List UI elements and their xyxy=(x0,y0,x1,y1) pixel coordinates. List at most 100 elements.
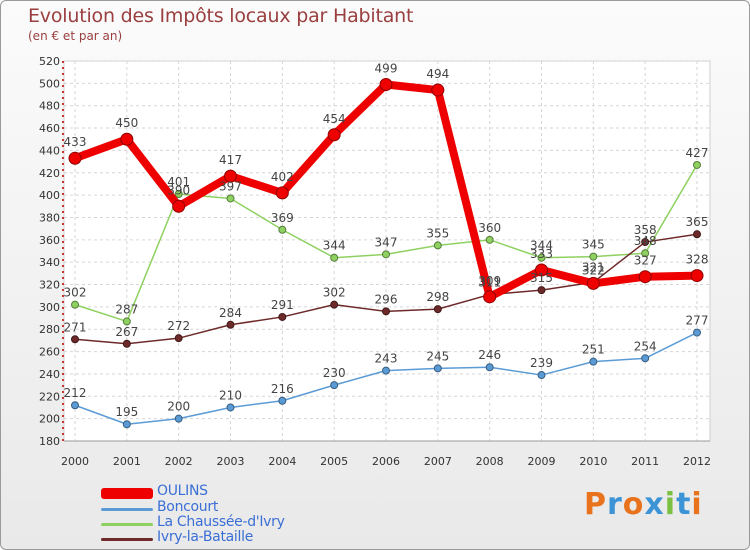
data-label-la-chauss-e-d-ivry: 347 xyxy=(375,235,398,249)
data-label-ivry-la-bataille: 284 xyxy=(219,306,242,320)
data-point-ivry-la-bataille xyxy=(278,312,287,321)
data-labels: 212 195 200 210 216 230 243 245 246 239 251 254 277 3… xyxy=(64,61,709,419)
data-label-ivry-la-bataille: 267 xyxy=(115,325,138,339)
data-label-boncourt: 246 xyxy=(478,348,501,362)
data-label-boncourt: 277 xyxy=(686,314,709,328)
legend-swatch-la-chaussee-divry xyxy=(101,523,153,526)
data-point-oulins xyxy=(172,199,186,213)
data-point-boncourt xyxy=(330,381,339,390)
y-tick-label: 400 xyxy=(39,189,60,202)
data-label-boncourt: 243 xyxy=(375,352,398,366)
data-point-boncourt xyxy=(71,401,79,410)
x-tick-label: 2003 xyxy=(217,455,245,468)
legend-label-oulins: OULINS xyxy=(157,483,208,499)
data-label-ivry-la-bataille: 271 xyxy=(64,320,87,334)
y-tick-label: 440 xyxy=(39,144,60,157)
data-point-la-chauss-e-d-ivry xyxy=(693,160,701,169)
x-tick-label: 2001 xyxy=(113,455,141,468)
legend-swatch-boncourt xyxy=(101,508,153,511)
y-tick-label: 480 xyxy=(39,100,60,113)
data-label-boncourt: 210 xyxy=(219,388,242,402)
logo-letter: x xyxy=(644,487,665,522)
data-point-la-chauss-e-d-ivry xyxy=(641,249,650,258)
x-tick-label: 2005 xyxy=(320,455,348,468)
data-point-boncourt xyxy=(693,328,701,337)
data-point-oulins xyxy=(483,290,497,304)
data-point-oulins xyxy=(327,128,341,142)
x-tick-label: 2012 xyxy=(683,455,711,468)
data-point-boncourt xyxy=(433,364,442,373)
data-label-oulins: 309 xyxy=(478,274,501,288)
data-point-ivry-la-bataille xyxy=(693,230,701,239)
data-point-oulins xyxy=(690,269,704,283)
data-point-ivry-la-bataille xyxy=(641,238,650,247)
data-label-oulins: 433 xyxy=(64,135,87,149)
y-tick-label: 460 xyxy=(39,122,60,135)
data-label-boncourt: 230 xyxy=(323,366,346,380)
data-point-la-chauss-e-d-ivry xyxy=(382,250,390,259)
data-label-boncourt: 216 xyxy=(271,382,294,396)
data-point-oulins xyxy=(68,151,82,165)
data-point-ivry-la-bataille xyxy=(226,320,235,329)
data-label-ivry-la-bataille: 296 xyxy=(375,292,398,306)
data-label-ivry-la-bataille: 272 xyxy=(167,319,190,333)
x-tick-label: 2010 xyxy=(579,455,607,468)
x-tick-label: 2009 xyxy=(528,455,556,468)
data-label-la-chauss-e-d-ivry: 369 xyxy=(271,211,294,225)
data-label-oulins: 327 xyxy=(634,254,657,268)
data-point-oulins xyxy=(224,169,237,183)
data-label-oulins: 494 xyxy=(426,67,449,81)
axes: 180 200 220 240 260 280 300 320 340 360 380 400 420 4… xyxy=(39,55,711,468)
data-point-ivry-la-bataille xyxy=(382,307,390,316)
data-label-boncourt: 212 xyxy=(64,386,87,400)
data-point-la-chauss-e-d-ivry xyxy=(330,253,339,262)
data-point-ivry-la-bataille xyxy=(71,335,79,344)
legend-label-boncourt: Boncourt xyxy=(157,499,219,515)
data-point-oulins xyxy=(535,263,548,277)
data-label-oulins: 328 xyxy=(686,253,709,267)
data-label-ivry-la-bataille: 358 xyxy=(634,223,657,237)
data-label-oulins: 402 xyxy=(271,170,294,184)
y-tick-label: 420 xyxy=(39,167,60,180)
data-point-la-chauss-e-d-ivry xyxy=(174,190,183,198)
legend-label-la-chaussee-divry: La Chaussée-d'Ivry xyxy=(157,514,285,530)
data-label-boncourt: 200 xyxy=(167,400,190,414)
series xyxy=(68,77,704,429)
y-tick-label: 220 xyxy=(39,390,60,403)
data-point-boncourt xyxy=(641,354,650,363)
data-label-la-chauss-e-d-ivry: 348 xyxy=(634,234,657,248)
data-label-oulins: 321 xyxy=(582,260,605,274)
data-label-la-chauss-e-d-ivry: 287 xyxy=(115,302,138,316)
y-tick-label: 360 xyxy=(39,234,60,247)
y-tick-label: 340 xyxy=(39,256,60,269)
data-point-la-chauss-e-d-ivry xyxy=(433,241,442,250)
data-label-ivry-la-bataille: 291 xyxy=(271,298,294,312)
data-point-ivry-la-bataille xyxy=(537,286,546,295)
data-label-oulins: 417 xyxy=(219,153,242,167)
data-label-ivry-la-bataille: 298 xyxy=(426,290,449,304)
data-label-la-chauss-e-d-ivry: 344 xyxy=(530,239,553,253)
data-label-la-chauss-e-d-ivry: 397 xyxy=(219,179,242,193)
data-point-boncourt xyxy=(174,414,183,423)
data-point-ivry-la-bataille xyxy=(433,305,442,314)
legend-swatch-oulins xyxy=(101,488,153,499)
x-tick-label: 2004 xyxy=(268,455,296,468)
data-point-ivry-la-bataille xyxy=(330,300,339,309)
data-point-boncourt xyxy=(537,371,546,380)
y-tick-label: 500 xyxy=(39,77,60,90)
data-point-boncourt xyxy=(382,366,390,375)
x-tick-label: 2002 xyxy=(165,455,193,468)
data-label-boncourt: 239 xyxy=(530,356,553,370)
data-point-la-chauss-e-d-ivry xyxy=(537,253,546,262)
data-point-la-chauss-e-d-ivry xyxy=(122,317,131,326)
y-tick-label: 280 xyxy=(39,323,60,336)
x-tick-label: 2011 xyxy=(631,455,659,468)
y-tick-label: 240 xyxy=(39,368,60,381)
proxiti-logo: Proxiti xyxy=(584,487,703,522)
data-point-ivry-la-bataille xyxy=(122,339,131,348)
y-tick-label: 320 xyxy=(39,279,60,292)
y-tick-label: 300 xyxy=(39,301,60,314)
logo-letter: i xyxy=(664,487,677,522)
